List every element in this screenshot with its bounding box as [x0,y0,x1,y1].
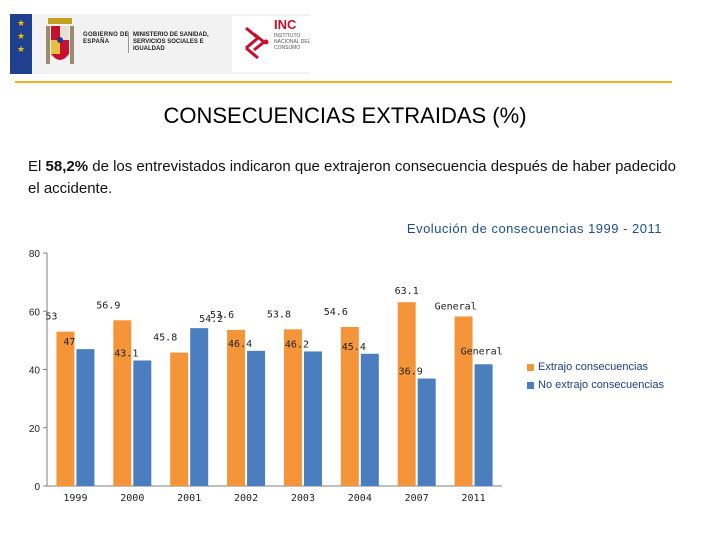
bar-no-extrajo [360,353,379,486]
data-label-no-extrajo: 47 [63,337,75,348]
inc-logo-panel [232,16,312,72]
data-label-extrajo: 63.1 [395,286,419,297]
data-label-extrajo: 56.9 [96,300,120,311]
bar-no-extrajo [133,360,152,486]
y-tick-label: 80 [29,249,41,260]
bar-no-extrajo [190,328,209,486]
inc-logo-icon [245,26,269,60]
legend-item-no-extrajo: No extrajo consecuencias [527,376,664,394]
y-tick-label: 40 [29,366,41,377]
data-label-extrajo: 45.8 [153,333,177,344]
data-label-extrajo: 53 [45,312,57,323]
bar-extrajo [397,302,416,486]
bar-extrajo [113,320,132,486]
x-tick-label: 2011 [462,493,486,504]
header: ★ ★ ★ GOBIERNO DE ESPAÑA MINISTERIO DE SAN… [0,0,720,90]
intro-paragraph: El 58,2% de los entrevistados indicaron … [28,156,688,200]
stars-icon: ★ ★ ★ [16,19,26,55]
data-label-no-extrajo: 43.1 [114,348,138,359]
data-label-extrajo: 53.8 [267,309,291,320]
page-title: CONSECUENCIAS EXTRAIDAS (%) [163,103,527,128]
intro-highlight: 58,2% [45,158,89,175]
x-tick-label: 2004 [348,493,372,504]
bar-extrajo [283,329,302,486]
inc-title: INC [274,17,297,32]
x-tick-label: 2007 [405,493,429,504]
intro-prefix: El [28,158,46,175]
bar-no-extrajo [303,351,322,486]
header-divider [15,81,672,83]
legend-swatch-no-extrajo [527,381,534,389]
chart-title: Evolución de consecuencias 1999 - 2011 [406,221,662,236]
data-label-no-extrajo: 46.4 [228,339,252,350]
y-tick-label: 60 [29,307,41,318]
x-tick-label: 2002 [234,493,258,504]
data-label-extrajo: 54.6 [324,307,348,318]
data-label-no-extrajo: 45.4 [342,342,366,353]
eu-flag-stripe [10,14,32,74]
bar-no-extrajo [247,350,266,486]
legend-label-extrajo: Extrajo consecuencias [538,361,649,373]
bar-no-extrajo [76,349,95,486]
bar-chart: 0 20 40 60 80 53 47 1999 56.9 43.1 2000 45.8 54.2 200… [29,249,503,504]
government-label: GOBIERNO DE ESPAÑA [83,32,129,45]
chart-legend: Extrajo consecuencias No extrajo consecu… [527,358,664,394]
legend-label-no-extrajo: No extrajo consecuencias [538,379,664,391]
x-tick-label: 2001 [177,493,201,504]
bar-no-extrajo [474,364,493,486]
bar-extrajo [56,331,75,486]
x-tick-label: 2000 [120,493,144,504]
coat-of-arms-icon [46,18,74,64]
inc-subtitle: INSTITUTO NACIONAL DEL CONSUMO [274,33,311,51]
bar-extrajo [170,352,189,486]
bar-extrajo [454,316,473,486]
data-label-no-extrajo: 36.9 [399,367,423,378]
y-tick-label: 20 [29,424,41,435]
y-tick-label: 0 [34,482,40,493]
x-tick-label: 2003 [291,493,315,504]
legend-item-extrajo: Extrajo consecuencias [527,358,664,376]
data-label-extrajo: General [435,301,477,312]
bar-no-extrajo [417,378,436,486]
data-label-no-extrajo: General [461,346,503,357]
ministry-label: MINISTERIO DE SANIDAD, SERVICIOS SOCIALE… [128,32,233,53]
bar-extrajo [340,326,359,486]
intro-suffix: de los entrevistados indicaron que extra… [28,158,676,197]
bar-extrajo [227,329,246,486]
data-label-extrajo: 53.6 [210,310,234,321]
data-label-no-extrajo: 46.2 [285,339,309,350]
legend-swatch-extrajo [527,363,534,371]
data-label-no-extrajo: 54.2 [199,314,223,325]
x-tick-label: 1999 [63,493,87,504]
